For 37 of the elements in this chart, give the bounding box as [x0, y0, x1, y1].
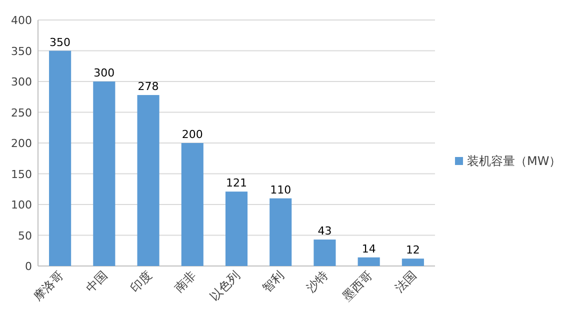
data-label: 110 — [270, 183, 292, 196]
y-tick-label: 200 — [11, 137, 32, 150]
data-label: 300 — [94, 66, 115, 80]
y-tick-label: 100 — [11, 198, 32, 212]
x-tick-label: 中国 — [83, 268, 110, 296]
data-label: 278 — [138, 80, 159, 94]
legend-label: 装机容量（MW） — [467, 154, 562, 168]
data-label: 12 — [406, 244, 420, 257]
bar — [402, 258, 424, 266]
y-tick-label: 300 — [11, 76, 32, 88]
bar — [314, 240, 336, 266]
bar — [93, 82, 116, 266]
y-tick-label: 150 — [11, 168, 32, 181]
x-tick-label: 印度 — [128, 268, 154, 296]
data-label: 200 — [182, 128, 203, 141]
bar — [49, 50, 72, 266]
x-tick-label: 法国 — [392, 268, 420, 296]
bar — [270, 198, 292, 266]
data-label: 350 — [50, 36, 71, 49]
x-tick-label: 以色列 — [207, 268, 243, 304]
y-tick-label: 0 — [25, 260, 32, 273]
y-tick-label: 350 — [11, 44, 32, 58]
data-label: 121 — [226, 176, 247, 190]
bar — [225, 192, 248, 266]
bar — [181, 143, 204, 266]
data-label: 43 — [318, 224, 332, 238]
y-tick-label: 250 — [11, 106, 32, 120]
x-tick-label: 摩洛哥 — [30, 268, 66, 304]
x-tick-label: 智利 — [260, 268, 287, 296]
x-tick-label: 沙特 — [304, 268, 331, 296]
bar — [137, 95, 160, 266]
data-label: 14 — [362, 242, 376, 256]
x-tick-label: 南非 — [172, 268, 199, 296]
bar — [358, 257, 380, 266]
y-tick-label: 50 — [18, 229, 32, 242]
x-tick-label: 墨西哥 — [340, 268, 375, 304]
y-tick-label: 400 — [11, 14, 32, 27]
